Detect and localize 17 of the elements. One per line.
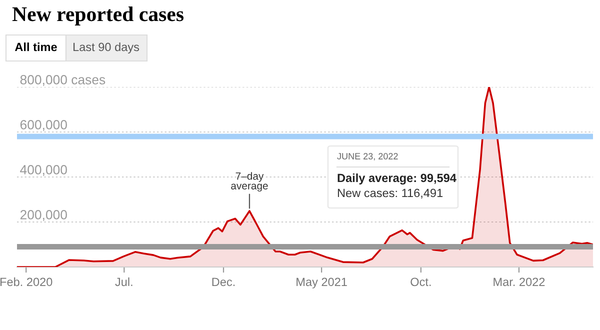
x-tick-label: May 2021: [296, 278, 347, 288]
y-tick-label: 200,000: [20, 210, 67, 221]
text: Last 90 days: [74, 42, 140, 54]
annotation: 7–day average: [231, 172, 268, 192]
annotation: Daily average: 99,594: [338, 173, 456, 185]
chart-title: New reported cases: [12, 6, 184, 26]
x-tick-label: Feb. 2020: [0, 277, 52, 286]
x-tick-label: Oct.: [410, 278, 431, 286]
x-tick-label: Dec.: [212, 278, 235, 286]
x-tick-label: Jul.: [115, 277, 132, 286]
annotation: New cases: 116,491: [338, 188, 443, 199]
y-tick-label: 600,000: [20, 120, 67, 131]
annotation: JUNE 23, 2022: [337, 153, 398, 160]
x-tick-label: Mar. 2022: [494, 278, 545, 286]
y-tick-label: 400,000: [20, 165, 67, 176]
y-tick-label: 800,000 cases: [20, 75, 106, 86]
text: All time: [14, 42, 57, 52]
